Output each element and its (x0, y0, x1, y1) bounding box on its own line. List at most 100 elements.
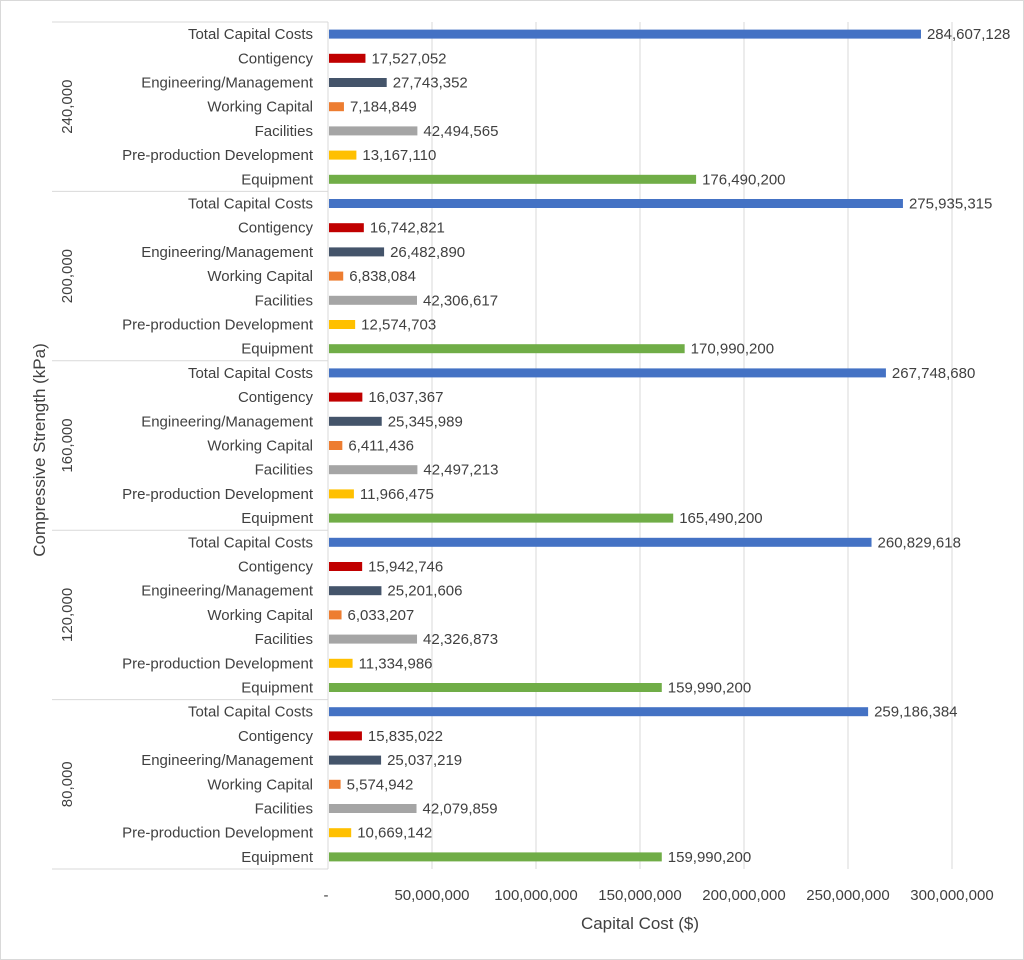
category-label: Engineering/Management (141, 583, 314, 600)
category-label: Working Capital (207, 776, 313, 793)
bar (329, 368, 886, 378)
category-label: Equipment (241, 680, 314, 697)
data-label: 159,990,200 (668, 849, 751, 866)
bar (329, 320, 356, 329)
bar (329, 102, 344, 112)
category-label: Total Capital Costs (188, 365, 313, 382)
x-tick-label: - (324, 887, 329, 904)
data-label: 5,574,942 (347, 776, 414, 793)
data-label: 42,326,873 (423, 631, 498, 648)
category-label: Working Capital (207, 268, 313, 285)
bar (329, 78, 387, 87)
data-label: 11,966,475 (360, 486, 434, 503)
category-label: Working Capital (207, 607, 313, 624)
category-label: Pre-production Development (122, 317, 314, 334)
data-label: 284,607,128 (927, 26, 1010, 43)
bar (329, 465, 418, 475)
bar (329, 634, 418, 644)
bar (329, 610, 342, 620)
x-tick-label: 150,000,000 (598, 887, 681, 904)
bar (329, 223, 364, 233)
category-label: Engineering/Management (141, 244, 314, 261)
data-label: 260,829,618 (878, 534, 961, 551)
category-label: Working Capital (207, 438, 313, 455)
y-axis-title: Compressive Strength (kPa) (30, 343, 49, 557)
data-label: 17,527,052 (371, 50, 446, 67)
group-label: 160,000 (59, 418, 76, 472)
category-label: Equipment (241, 341, 314, 358)
bar (329, 586, 382, 596)
bar (329, 828, 352, 838)
bar (329, 658, 353, 668)
bar (329, 247, 385, 257)
category-label: Pre-production Development (122, 825, 314, 842)
group-label: 240,000 (59, 80, 76, 134)
category-label: Total Capital Costs (188, 26, 313, 43)
category-label: Contigency (238, 559, 314, 576)
data-label: 16,742,821 (370, 220, 445, 237)
category-label: Pre-production Development (122, 655, 314, 672)
data-label: 6,033,207 (348, 607, 415, 624)
bar (329, 779, 341, 789)
bar (329, 513, 674, 523)
bar (329, 295, 417, 305)
data-label: 259,186,384 (874, 704, 957, 721)
bar (329, 441, 343, 450)
data-label: 13,167,110 (362, 147, 436, 164)
category-label: Contigency (238, 220, 314, 237)
bar (329, 392, 363, 402)
bar (329, 150, 357, 160)
data-label: 170,990,200 (691, 341, 774, 358)
bar (329, 416, 382, 426)
bar (329, 199, 903, 208)
bar (329, 731, 362, 741)
data-label: 165,490,200 (679, 510, 762, 527)
group-label: 120,000 (59, 588, 76, 642)
group-label: 200,000 (59, 249, 76, 303)
category-label: Contigency (238, 389, 314, 406)
x-tick-label: 200,000,000 (702, 887, 785, 904)
category-label: Facilities (255, 292, 313, 309)
category-label: Facilities (255, 123, 313, 140)
category-label: Equipment (241, 849, 314, 866)
bar (329, 683, 662, 692)
category-label: Equipment (241, 171, 314, 188)
data-label: 12,574,703 (361, 317, 436, 334)
data-label: 26,482,890 (390, 244, 465, 261)
data-label: 10,669,142 (357, 825, 432, 842)
data-label: 42,494,565 (423, 123, 498, 140)
bar (329, 174, 697, 184)
category-label: Pre-production Development (122, 486, 314, 503)
category-label: Total Capital Costs (188, 534, 313, 551)
x-axis-title: Capital Cost ($) (581, 914, 699, 933)
data-label: 176,490,200 (702, 171, 785, 188)
category-label: Total Capital Costs (188, 704, 313, 721)
category-label: Equipment (241, 510, 314, 527)
data-label: 27,743,352 (393, 75, 468, 92)
data-label: 275,935,315 (909, 196, 992, 213)
category-label: Working Capital (207, 99, 313, 116)
data-label: 6,838,084 (349, 268, 416, 285)
data-label: 42,306,617 (423, 292, 498, 309)
category-label: Contigency (238, 728, 314, 745)
bar (329, 29, 921, 39)
group-label: 80,000 (59, 761, 76, 807)
bar (329, 126, 418, 136)
bar (329, 489, 354, 499)
data-label: 42,497,213 (423, 462, 498, 479)
data-label: 267,748,680 (892, 365, 975, 382)
bar (329, 271, 344, 281)
x-tick-label: 300,000,000 (910, 887, 993, 904)
data-label: 159,990,200 (668, 680, 751, 697)
data-label: 42,079,859 (423, 801, 498, 818)
category-label: Total Capital Costs (188, 196, 313, 213)
bar (329, 562, 363, 571)
category-label: Engineering/Management (141, 75, 314, 92)
data-label: 15,942,746 (368, 559, 443, 576)
bar (329, 537, 872, 547)
category-label: Contigency (238, 50, 314, 67)
category-label: Facilities (255, 801, 313, 818)
